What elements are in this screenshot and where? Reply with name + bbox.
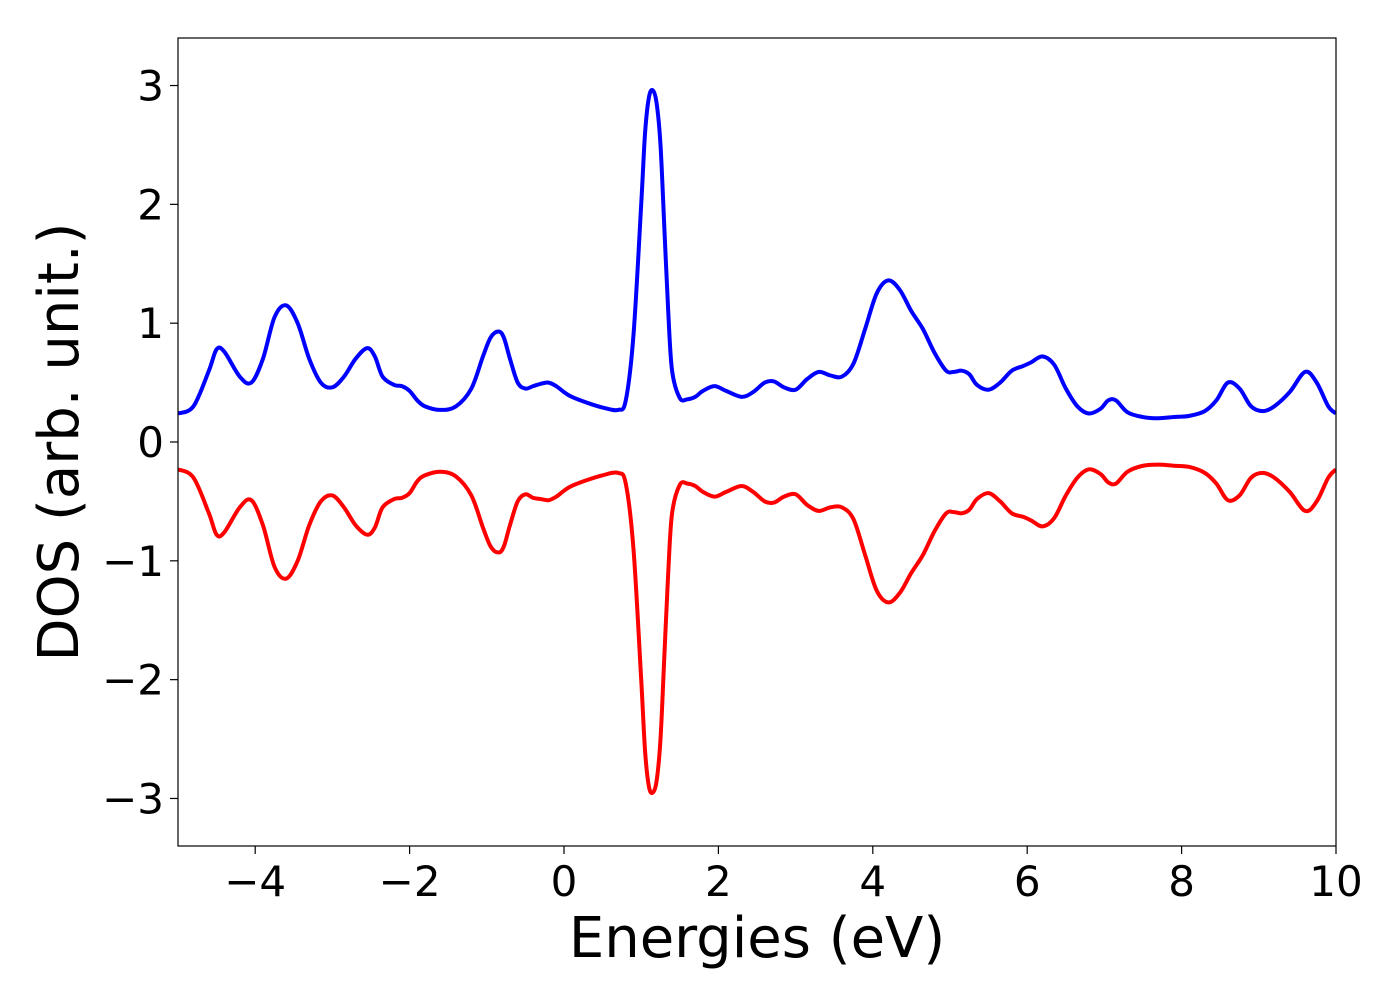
x-axis-label: Energies (eV) xyxy=(569,906,945,971)
y-tick-label: −1 xyxy=(102,537,164,586)
y-axis-ticks: 3 2 1 0 −1 −2 −3 xyxy=(102,62,178,823)
x-tick-label: −4 xyxy=(224,857,286,906)
series-line-positive xyxy=(178,87,1336,421)
y-tick-label: −2 xyxy=(102,656,164,705)
y-axis-label: DOS (arb. unit.) xyxy=(27,222,92,661)
y-tick-label: −3 xyxy=(102,774,164,823)
x-tick-label: −2 xyxy=(379,857,441,906)
y-tick-label: 0 xyxy=(137,418,164,467)
x-tick-label: 6 xyxy=(1014,857,1041,906)
x-axis-ticks: −4 −2 0 2 4 6 8 10 xyxy=(224,846,1363,906)
y-tick-label: 3 xyxy=(137,62,164,111)
y-tick-label: 2 xyxy=(137,180,164,229)
x-tick-label: 0 xyxy=(551,857,578,906)
series-line-negative xyxy=(178,462,1336,795)
x-tick-label: 10 xyxy=(1309,857,1362,906)
x-tick-label: 8 xyxy=(1168,857,1195,906)
x-tick-label: 4 xyxy=(859,857,886,906)
y-tick-label: 1 xyxy=(137,299,164,348)
x-tick-label: 2 xyxy=(705,857,732,906)
series-layer xyxy=(178,87,1336,795)
